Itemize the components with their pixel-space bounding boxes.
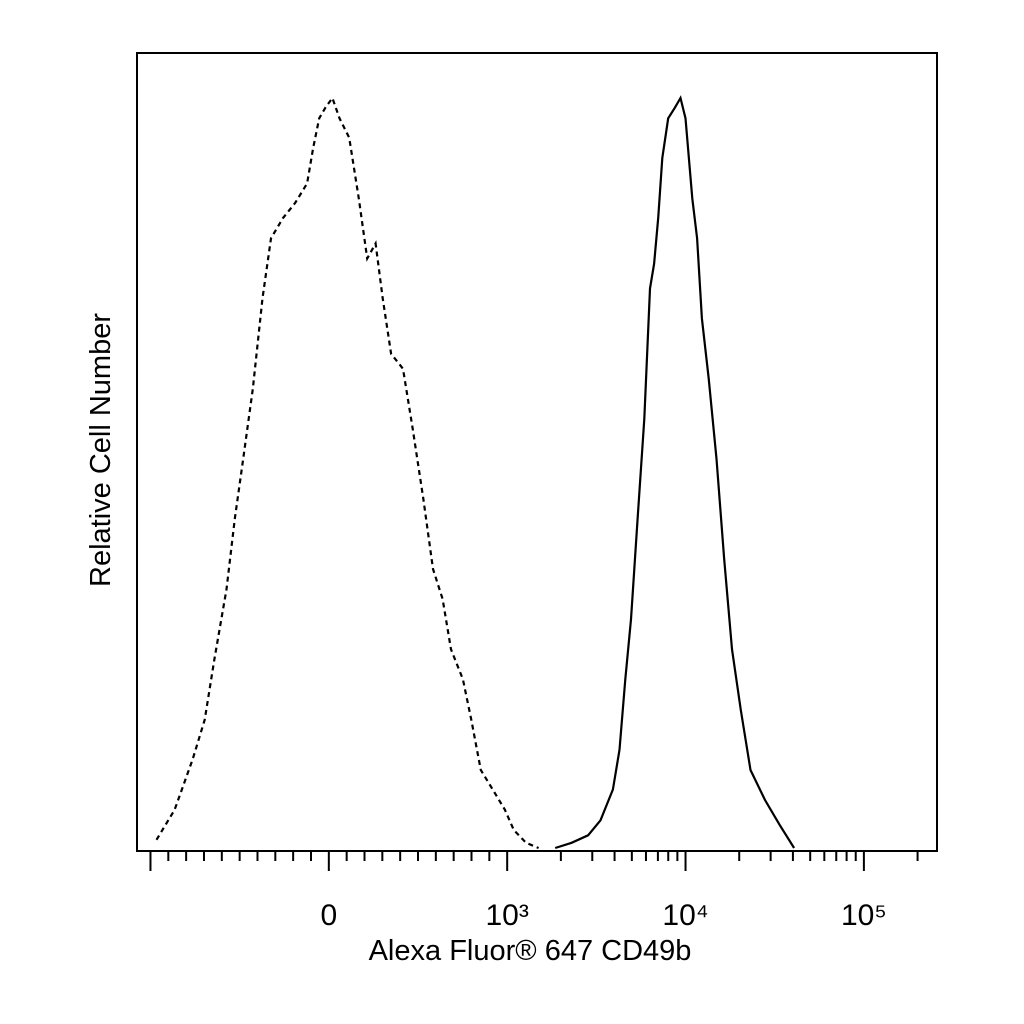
x-tick-label: 0 xyxy=(320,899,337,932)
x-tick-label: 10³ xyxy=(486,899,529,932)
histogram-line xyxy=(554,95,796,850)
y-axis-title: Relative Cell Number xyxy=(85,313,117,587)
x-axis-title: Alexa Fluor® 647 CD49b xyxy=(369,935,692,967)
x-tick-label: 10⁴ xyxy=(662,899,708,932)
plot-frame xyxy=(136,52,938,852)
x-tick-label: 10⁵ xyxy=(841,899,887,932)
histogram-line xyxy=(155,95,540,850)
